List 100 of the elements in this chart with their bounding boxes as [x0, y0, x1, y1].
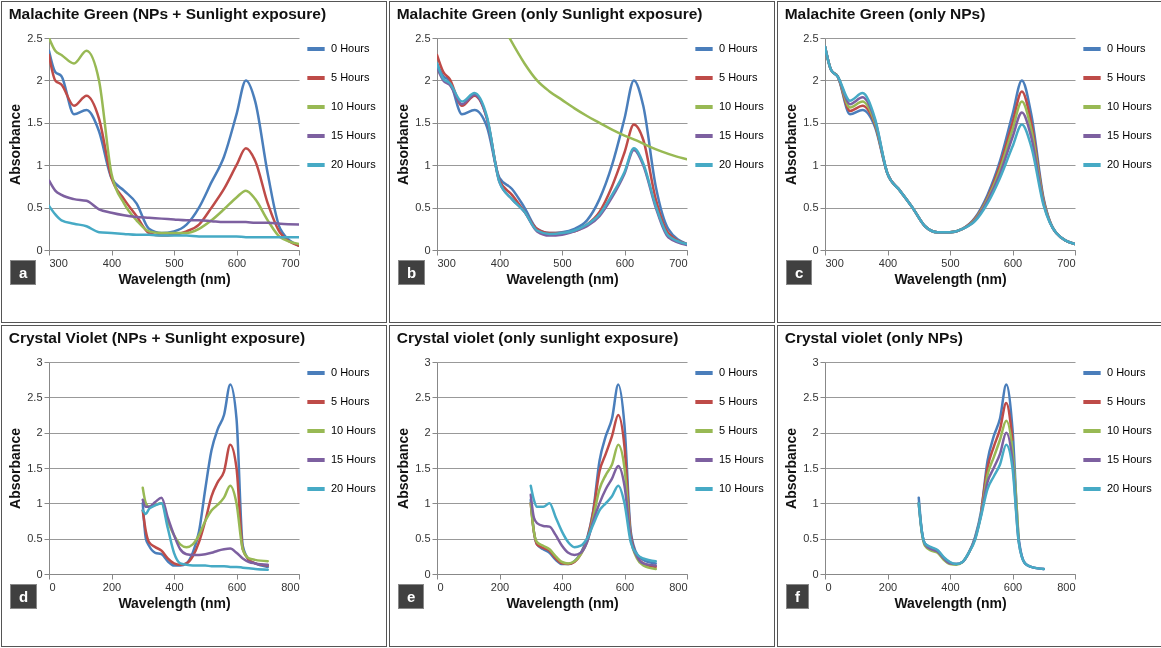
y-tick-label: 1.5: [27, 116, 43, 129]
y-tick-label: 1: [424, 158, 431, 171]
y-tick-label: 2.5: [803, 390, 819, 403]
chart-title: Crystal Violet (NPs + Sunlight exposure): [8, 328, 306, 346]
y-tick-label: 0.5: [415, 201, 431, 214]
y-tick-label: 2: [36, 426, 43, 439]
x-tick-label: 700: [1057, 256, 1076, 269]
y-axis-title: Absorbance: [783, 103, 800, 185]
y-tick-label: 2: [36, 73, 43, 86]
y-tick-label: 2.5: [415, 31, 431, 44]
x-tick-label: 600: [615, 256, 635, 269]
y-tick-label: 0: [36, 243, 43, 256]
x-tick-label: 600: [1003, 256, 1023, 269]
x-tick-label: 0: [437, 580, 444, 593]
x-tick-label: 500: [165, 256, 184, 269]
legend-label: 0 Hours: [1107, 366, 1147, 378]
y-tick-label: 1.5: [27, 461, 43, 474]
text: b: [398, 260, 426, 285]
x-axis-title: Wavelength (nm): [506, 270, 619, 287]
x-tick-label: 600: [1003, 580, 1023, 593]
legend-label: 20 Hours: [1107, 158, 1153, 170]
y-axis-title: Absorbance: [7, 103, 24, 185]
legend-label: 15 Hours: [1107, 453, 1153, 465]
y-axis-title: Absorbance: [783, 427, 800, 509]
legend-label: 10 Hours: [1107, 100, 1153, 112]
chart-title: Crystal violet (only NPs): [784, 328, 964, 346]
y-tick-label: 1.5: [415, 116, 431, 129]
y-tick-label: 1: [36, 496, 43, 509]
legend-label: 10 Hours: [719, 100, 765, 112]
legend-label: 0 Hours: [719, 42, 759, 54]
x-tick-label: 500: [941, 256, 960, 269]
legend-label: 5 Hours: [331, 71, 371, 83]
legend-label: 5 Hours: [719, 71, 759, 83]
y-tick-label: 1.5: [803, 461, 819, 474]
x-axis-title: Wavelength (nm): [894, 594, 1007, 611]
legend-label: 15 Hours: [331, 453, 377, 465]
y-tick-label: 2.5: [27, 31, 43, 44]
y-tick-label: 2: [424, 426, 431, 439]
x-tick-label: 800: [669, 580, 688, 593]
y-axis-title: Absorbance: [395, 103, 412, 185]
x-tick-label: 400: [165, 580, 184, 593]
legend-label: 10 Hours: [1107, 424, 1153, 436]
x-tick-label: 600: [615, 580, 635, 593]
y-tick-label: 3: [812, 355, 819, 368]
text: a: [10, 260, 37, 285]
y-tick-label: 1: [812, 158, 819, 171]
x-axis-title: Wavelength (nm): [118, 270, 231, 287]
text: f: [786, 584, 809, 609]
y-tick-label: 0.5: [27, 201, 43, 214]
y-tick-label: 3: [424, 355, 431, 368]
x-tick-label: 200: [878, 580, 898, 593]
legend-label: 15 Hours: [1107, 129, 1153, 141]
x-tick-label: 600: [227, 580, 247, 593]
legend-label: 20 Hours: [719, 158, 765, 170]
x-axis-title: Wavelength (nm): [118, 594, 231, 611]
y-tick-label: 1.5: [803, 116, 819, 129]
legend-label: 10 Hours: [719, 482, 765, 494]
y-tick-label: 2: [424, 73, 431, 86]
legend-label: 15 Hours: [331, 129, 377, 141]
x-tick-label: 400: [102, 256, 122, 269]
legend-label: 5 Hours: [1107, 71, 1147, 83]
y-tick-label: 0: [812, 243, 819, 256]
x-tick-label: 400: [490, 256, 510, 269]
y-tick-label: 2.5: [415, 390, 431, 403]
x-tick-label: 700: [281, 256, 300, 269]
text: c: [786, 260, 813, 285]
chart-title: Malachite Green (only NPs): [784, 4, 986, 22]
y-tick-label: 0.5: [803, 532, 819, 545]
y-tick-label: 0: [424, 243, 431, 256]
x-tick-label: 700: [669, 256, 688, 269]
x-tick-label: 400: [553, 580, 572, 593]
legend-label: 0 Hours: [1107, 42, 1147, 54]
y-tick-label: 1.5: [415, 461, 431, 474]
x-tick-label: 300: [825, 256, 844, 269]
y-tick-label: 0: [36, 567, 43, 580]
legend-label: 10 Hours: [331, 100, 377, 112]
y-axis-title: Absorbance: [395, 427, 412, 509]
y-tick-label: 2.5: [27, 390, 43, 403]
legend-label: 0 Hours: [331, 42, 371, 54]
y-tick-label: 1: [812, 496, 819, 509]
legend-label: 0 Hours: [719, 366, 759, 378]
x-tick-label: 800: [1057, 580, 1076, 593]
chart-title: Crystal violet (only sunlight exposure): [396, 328, 679, 346]
legend-label: 0 Hours: [331, 366, 371, 378]
y-tick-label: 2: [812, 73, 819, 86]
x-tick-label: 600: [227, 256, 247, 269]
x-tick-label: 0: [49, 580, 56, 593]
x-axis-title: Wavelength (nm): [506, 594, 619, 611]
legend-label: 15 Hours: [719, 129, 765, 141]
x-tick-label: 300: [437, 256, 456, 269]
y-tick-label: 0: [812, 567, 819, 580]
y-tick-label: 0.5: [415, 532, 431, 545]
y-tick-label: 1: [424, 496, 431, 509]
legend-label: 20 Hours: [331, 158, 377, 170]
y-axis-title: Absorbance: [7, 427, 24, 509]
x-tick-label: 500: [553, 256, 572, 269]
text: e: [398, 584, 425, 609]
y-tick-label: 0.5: [803, 201, 819, 214]
x-axis-title: Wavelength (nm): [894, 270, 1007, 287]
chart-title: Malachite Green (only Sunlight exposure): [396, 4, 703, 22]
